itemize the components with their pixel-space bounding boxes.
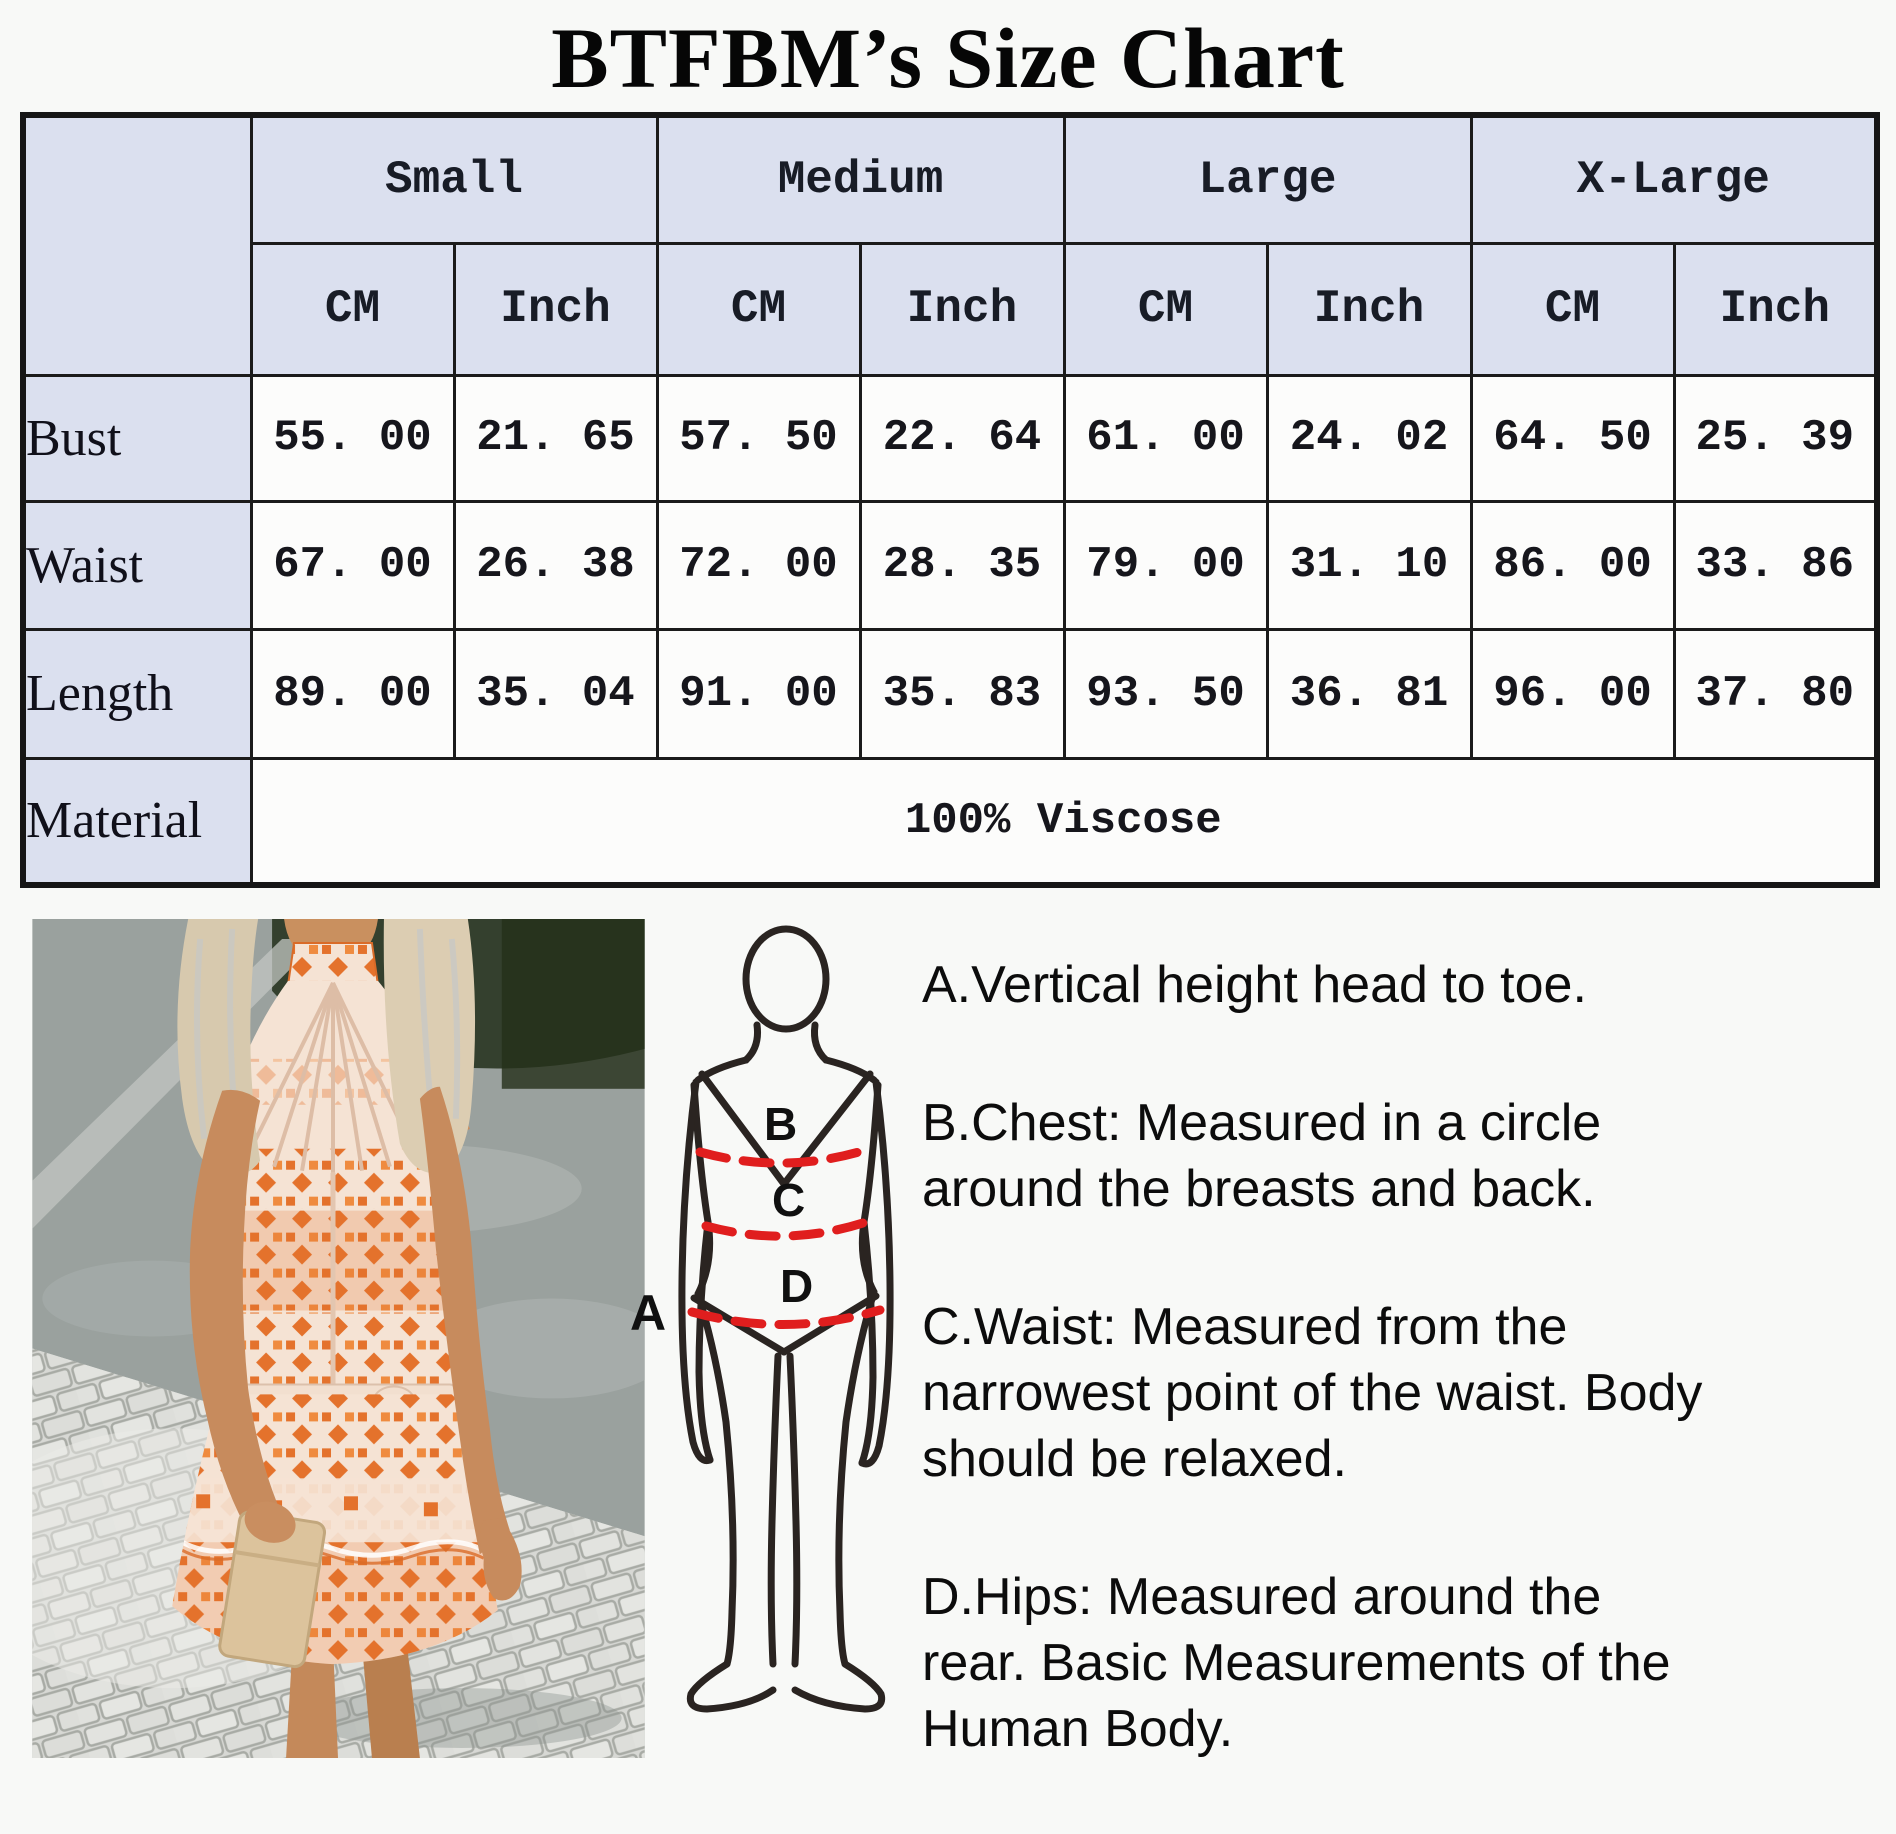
- value-cell: 64. 50: [1469, 373, 1676, 503]
- value-cell: 61. 00: [1062, 373, 1269, 503]
- size-chart-page: BTFBM’s Size Chart Small Medium Large X-…: [20, 10, 1881, 1758]
- unit-header: CM: [249, 241, 456, 377]
- value-cell: 26. 38: [452, 499, 659, 631]
- value-cell: 72. 00: [655, 499, 862, 631]
- value-cell: 96. 00: [1469, 627, 1676, 760]
- value-cell: 21. 65: [452, 373, 659, 503]
- unit-header: Inch: [858, 241, 1066, 377]
- model-arm: [189, 1089, 281, 1525]
- value-cell: 57. 50: [655, 373, 862, 503]
- unit-header-row: CM Inch CM Inch CM Inch CM Inch: [23, 241, 1879, 377]
- table-row-waist: Waist 67. 00 26. 38 72. 00 28. 35 79. 00…: [21, 499, 1879, 631]
- waist-dash-line: [701, 1217, 871, 1241]
- value-cell: 91. 00: [655, 627, 862, 760]
- corner-cell: [21, 113, 253, 377]
- measurement-figure: B C D A: [630, 925, 894, 1713]
- value-cell: 37. 80: [1672, 627, 1879, 760]
- value-cell: 93. 50: [1062, 627, 1269, 760]
- unit-header: CM: [655, 241, 862, 377]
- row-label-waist: Waist: [21, 499, 253, 631]
- label-b: B: [764, 1098, 797, 1150]
- label-c: C: [772, 1174, 805, 1226]
- value-cell: 31. 10: [1265, 499, 1473, 631]
- size-header-row: Small Medium Large X-Large: [21, 113, 1879, 377]
- figure-outline: [678, 925, 894, 1713]
- model-arm: [419, 1086, 510, 1555]
- chest-dash-line: [695, 1143, 877, 1168]
- value-cell: 28. 35: [858, 499, 1066, 631]
- hip-dash-line: [687, 1305, 885, 1329]
- value-cell: 86. 00: [1469, 499, 1676, 631]
- unit-header: CM: [1062, 241, 1269, 377]
- unit-header: CM: [1469, 241, 1676, 377]
- row-label-bust: Bust: [21, 373, 253, 503]
- note-waist: C.Waist: Measured from the narrowest poi…: [922, 1298, 1703, 1488]
- size-header-large: Large: [1062, 113, 1473, 245]
- label-a: A: [630, 1285, 666, 1341]
- model: [172, 919, 522, 1758]
- value-cell: 89. 00: [249, 627, 456, 760]
- model-hand: [244, 1501, 296, 1543]
- table-row-material: Material 100% Viscose: [21, 756, 1879, 887]
- value-cell: 22. 64: [858, 373, 1066, 503]
- value-cell: 55. 00: [249, 373, 456, 503]
- row-label-length: Length: [21, 627, 253, 760]
- value-cell: 25. 39: [1672, 373, 1879, 503]
- table-row-length: Length 89. 00 35. 04 91. 00 35. 83 93. 5…: [21, 627, 1879, 760]
- product-photo: [32, 919, 645, 1758]
- clutch-bag: [218, 1510, 327, 1669]
- size-header-xlarge: X-Large: [1469, 113, 1879, 245]
- note-hips: D.Hips: Measured around the rear. Basic …: [922, 1568, 1671, 1758]
- size-header-small: Small: [249, 113, 659, 245]
- value-cell: 79. 00: [1062, 499, 1269, 631]
- unit-header: Inch: [1265, 241, 1473, 377]
- size-chart-table: Small Medium Large X-Large CM Inch CM In…: [20, 112, 1881, 888]
- note-height: A.Vertical height head to toe.: [922, 956, 1587, 1014]
- material-value-cell: 100% Viscose: [249, 756, 1879, 887]
- value-cell: 35. 04: [452, 627, 659, 760]
- halter-dress: [172, 941, 498, 1665]
- value-cell: 36. 81: [1265, 627, 1473, 760]
- row-label-material: Material: [21, 756, 253, 887]
- note-chest: B.Chest: Measured in a circle around the…: [922, 1094, 1602, 1218]
- measurement-notes: A.Vertical height head to toe. B.Chest: …: [922, 952, 1882, 1834]
- value-cell: 24. 02: [1265, 373, 1473, 503]
- value-cell: 33. 86: [1672, 499, 1879, 631]
- unit-header: Inch: [1672, 241, 1879, 377]
- value-cell: 35. 83: [858, 627, 1066, 760]
- table-row-bust: Bust 55. 00 21. 65 57. 50 22. 64 61. 00 …: [21, 373, 1879, 503]
- model-hand: [479, 1518, 522, 1601]
- unit-header: Inch: [452, 241, 659, 377]
- size-header-medium: Medium: [655, 113, 1066, 245]
- label-d: D: [780, 1260, 813, 1312]
- value-cell: 67. 00: [249, 499, 456, 631]
- page-title: BTFBM’s Size Chart: [551, 10, 1345, 106]
